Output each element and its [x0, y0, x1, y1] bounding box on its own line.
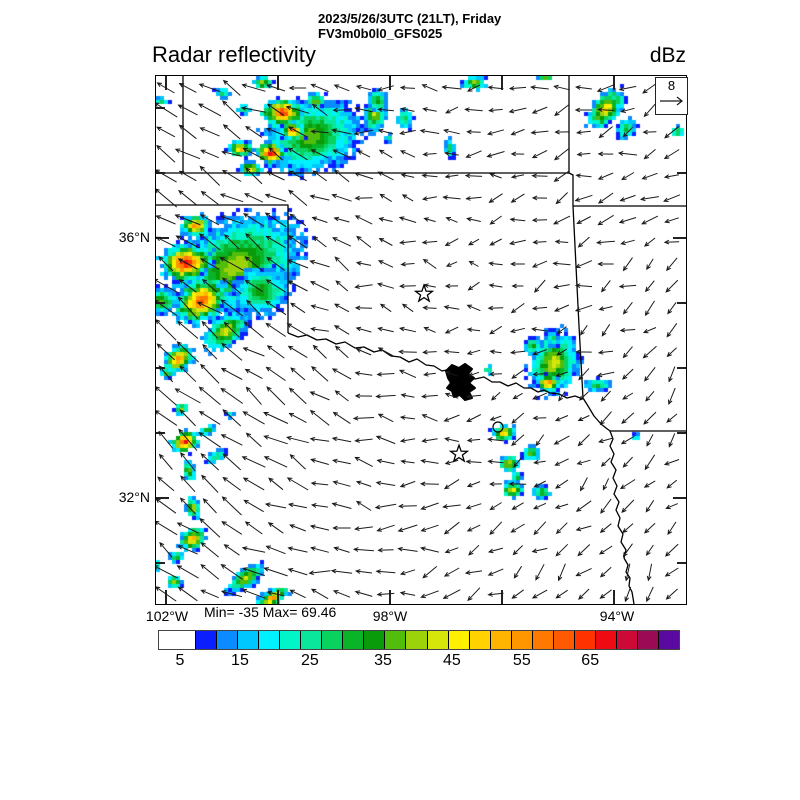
colorbar-cell [636, 631, 659, 649]
colorbar-cell [384, 631, 406, 649]
colorbar-cell [195, 631, 217, 649]
colorbar-cell [405, 631, 427, 649]
border-tx-ar [582, 397, 611, 432]
colorbar-cell [552, 631, 574, 649]
colorbar-tick-label: 25 [300, 652, 319, 669]
colorbar-cell [489, 631, 511, 649]
minmax-label: Min= -35 Max= 69.46 [204, 604, 337, 620]
lon-tick-label: 94°W [599, 608, 635, 624]
lake-texoma [445, 363, 476, 401]
field-title: Radar reflectivity [152, 42, 316, 67]
colorbar-cell [342, 631, 364, 649]
colorbar-tick-label: 55 [512, 652, 531, 669]
colorbar-cell [573, 631, 595, 649]
colorbar-cell [300, 631, 322, 649]
colorbar [158, 630, 680, 650]
city-star-marker [448, 443, 470, 463]
colorbar-cell [237, 631, 259, 649]
colorbar-tick-label: 35 [374, 652, 392, 669]
border-ok-ar [572, 205, 584, 399]
border-mo-ar [568, 172, 686, 207]
colorbar-cell [426, 631, 448, 649]
colorbar-cell [279, 631, 301, 649]
border-ok-panhandle [156, 204, 289, 333]
colorbar-cell [363, 631, 385, 649]
colorbar-tick-label: 15 [231, 652, 249, 669]
border-tx-la [609, 430, 635, 604]
lat-tick-label: 32°N [118, 489, 150, 505]
colorbar-cell [216, 631, 238, 649]
wind-reference-arrow [660, 96, 683, 106]
colorbar-cell [594, 631, 616, 649]
colorbar-cell [658, 631, 680, 649]
radar-reflectivity-layer [156, 76, 686, 604]
wind-vectors [156, 79, 681, 603]
units-label: dBz [649, 44, 686, 67]
colorbar-cell [615, 631, 637, 649]
city-circle-marker [492, 421, 504, 433]
colorbar-cell [159, 631, 195, 649]
city-markers [413, 283, 504, 463]
colorbar-tick-labels: 5 15 25 35 45 55 65 [158, 652, 680, 670]
map-frame: 8 [155, 75, 688, 605]
border-red-river [287, 332, 584, 400]
model-name-label: FV3m0b0l0_GFS025 [318, 26, 443, 41]
wind-reference-value: 8 [667, 78, 676, 93]
colorbar-cell [321, 631, 343, 649]
lon-tick-label: 102°W [145, 608, 189, 624]
lat-tick-label: 36°N [118, 229, 150, 245]
colorbar-cell [447, 631, 469, 649]
colorbar-cell [531, 631, 553, 649]
colorbar-cell [468, 631, 490, 649]
wind-reference-box: 8 [655, 77, 688, 115]
colorbar-tick-label: 45 [442, 652, 461, 669]
colorbar-cell [258, 631, 280, 649]
plot-header: 2023/5/26/3UTC (21LT), Friday FV3m0b0l0_… [318, 11, 501, 41]
colorbar-tick-label: 5 [175, 652, 185, 669]
colorbar-cell [510, 631, 532, 649]
colorbar-tick-label: 65 [581, 652, 600, 669]
city-star-marker [413, 283, 435, 303]
map-overlay [156, 76, 686, 604]
lon-tick-label: 98°W [372, 608, 408, 624]
valid-time-label: 2023/5/26/3UTC (21LT), Friday [318, 11, 502, 26]
